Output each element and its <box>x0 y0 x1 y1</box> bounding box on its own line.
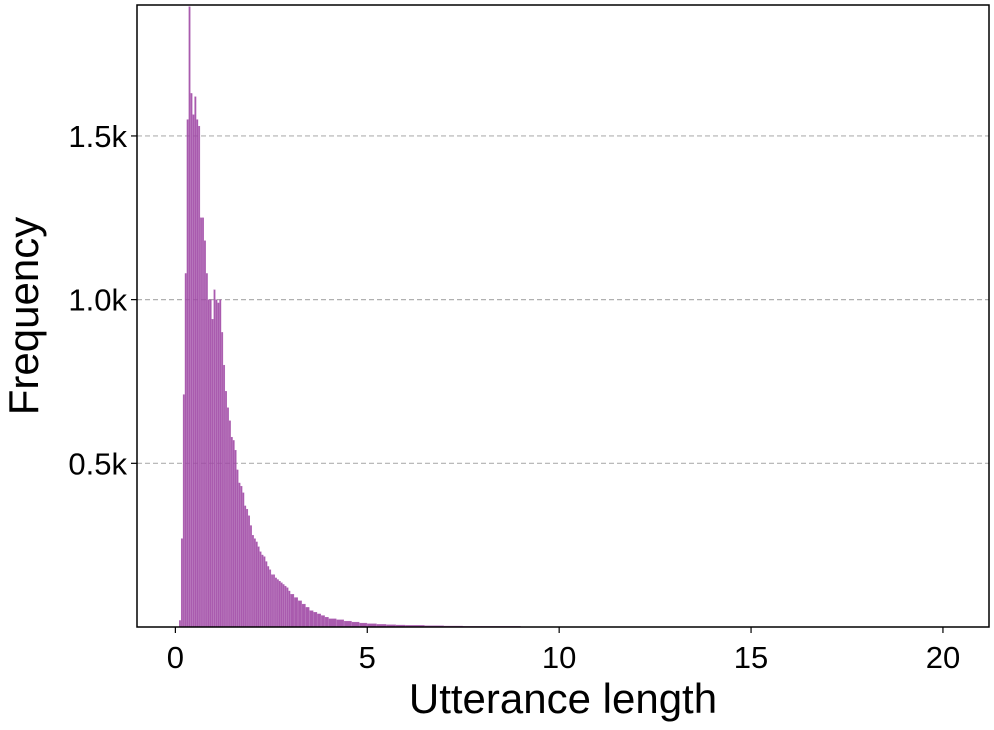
histogram-bar <box>219 299 222 628</box>
histogram-bar <box>321 615 325 628</box>
histogram-bar <box>324 617 329 628</box>
histogram-bar <box>200 217 202 628</box>
histogram-bar <box>263 556 266 628</box>
histogram-bar <box>317 613 321 628</box>
histogram-bar <box>196 119 199 628</box>
histogram-bar <box>182 394 185 628</box>
histogram-bar <box>240 486 243 628</box>
histogram-bar <box>207 299 210 628</box>
plot-frame <box>136 4 990 628</box>
x-tick-label: 5 <box>359 640 376 675</box>
x-tick-label: 0 <box>167 640 184 675</box>
histogram-bar <box>259 551 262 628</box>
histogram-bar <box>298 600 302 628</box>
y-axis-label: Frequency <box>0 217 47 415</box>
x-tick-label: 10 <box>542 640 576 675</box>
histogram-bar <box>194 96 197 628</box>
x-axis-label: Utterance length <box>409 675 717 722</box>
histogram-bar <box>232 440 235 628</box>
histogram-bar <box>269 569 272 628</box>
histogram-bar <box>328 618 337 628</box>
histogram-bar <box>284 585 287 628</box>
histogram-bar <box>225 391 227 628</box>
y-tick-label: 1.0k <box>68 283 127 318</box>
histogram-bar <box>265 561 268 628</box>
histogram-bar <box>309 610 314 628</box>
histogram-bar <box>228 420 231 628</box>
grid-lines <box>137 135 989 464</box>
histogram-bar <box>275 577 277 628</box>
histogram-bar <box>242 492 245 628</box>
histogram-bar <box>288 590 291 628</box>
histogram-bar <box>227 407 229 628</box>
histogram-bar <box>255 541 258 628</box>
histogram-bar <box>313 612 318 628</box>
histogram-bar <box>180 538 183 628</box>
histogram-bar <box>215 299 218 628</box>
histogram-bar <box>246 508 249 628</box>
histogram-bar <box>213 289 216 628</box>
histogram-bar <box>305 607 310 628</box>
y-tick-label: 1.5k <box>68 119 127 154</box>
histogram-bar <box>248 515 250 628</box>
histogram-bar <box>290 594 295 628</box>
histogram-bar <box>186 119 189 628</box>
histogram-bar <box>261 554 264 628</box>
histogram-bar <box>280 582 283 628</box>
histogram-bar <box>223 364 226 628</box>
histogram-bar <box>211 319 214 628</box>
histogram-bar <box>276 579 279 628</box>
histogram-bar <box>278 581 281 628</box>
histogram-bar <box>294 597 298 628</box>
histogram-bar <box>230 436 233 628</box>
bars <box>179 6 561 628</box>
x-tick-label: 20 <box>926 640 960 675</box>
axis-ticks: 0 5 10 15 20 0.5k 1.0k 1.5k <box>68 119 960 675</box>
histogram-bar <box>267 566 270 628</box>
histogram-bar <box>205 273 208 628</box>
histogram-bar <box>257 546 260 628</box>
histogram-bar <box>271 574 273 628</box>
histogram-bar <box>198 125 201 628</box>
histogram-bar <box>344 620 352 628</box>
x-tick-label: 15 <box>734 640 768 675</box>
y-tick-label: 0.5k <box>68 446 127 481</box>
histogram-bar <box>221 332 224 628</box>
histogram-bar <box>217 302 220 628</box>
histogram-bar <box>251 535 254 628</box>
histogram-bar <box>282 584 285 628</box>
histogram-bar <box>202 217 204 628</box>
histogram-bar <box>250 525 252 628</box>
histogram-bar <box>244 505 247 628</box>
histogram-bar <box>209 299 212 628</box>
histogram-bar <box>286 587 289 628</box>
histogram-bar <box>192 114 195 628</box>
histogram-bar <box>234 450 237 628</box>
histogram-bar <box>190 93 193 628</box>
histogram-bar <box>204 240 206 628</box>
histogram-bar <box>336 619 344 628</box>
histogram-bar <box>188 6 191 628</box>
histogram-bar <box>253 538 256 628</box>
histogram-bar <box>301 603 306 628</box>
histogram-bar <box>238 482 241 628</box>
histogram-bar <box>179 620 181 628</box>
histogram-bar <box>273 574 275 628</box>
histogram-bar <box>184 273 187 628</box>
histogram-bar <box>236 469 239 628</box>
